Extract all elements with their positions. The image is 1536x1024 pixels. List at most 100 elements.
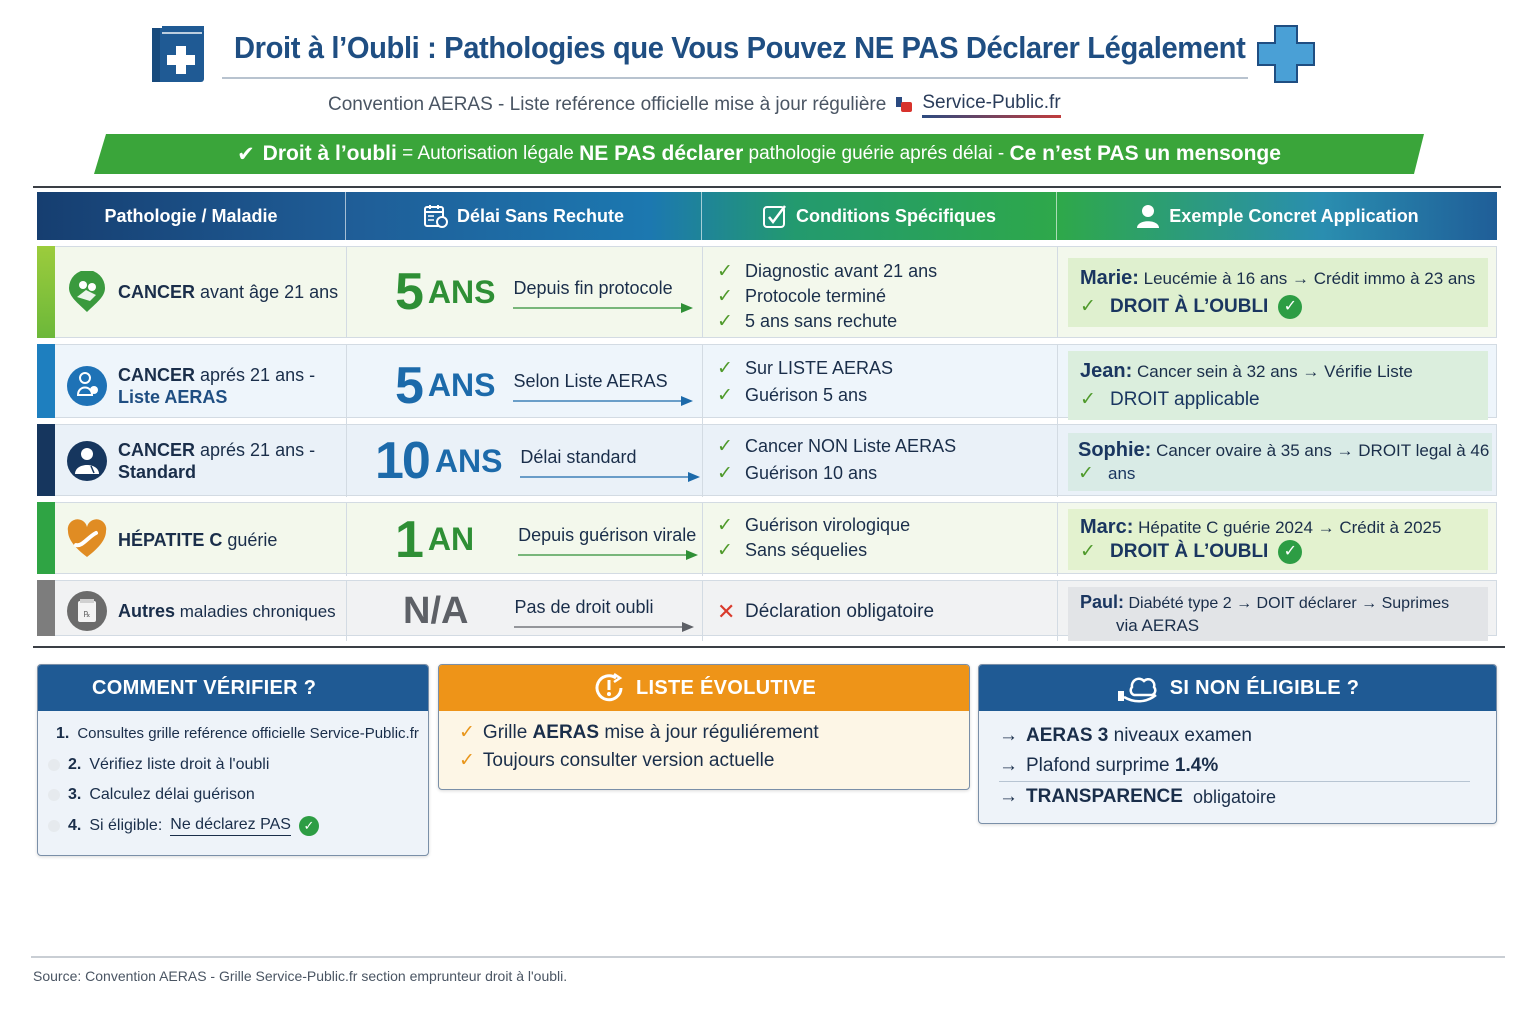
pathology-cell: CANCER aprés 21 ans - Liste AERAS bbox=[38, 345, 347, 426]
example-text: Hépatite C guérie 2024 → Crédit à 2025 bbox=[1133, 518, 1442, 537]
not-eligible-box: SI NON ÉLIGIBLE ? → AERAS 3 niveaux exame… bbox=[978, 664, 1497, 824]
page-header: Droit à l’Oubli : Pathologies que Vous P… bbox=[148, 22, 1328, 86]
row-accent bbox=[37, 424, 55, 496]
subtitle-text: Convention AERAS - Liste reférence offic… bbox=[328, 94, 887, 115]
example-text: Cancer ovaire à 35 ans → DROIT legal à 4… bbox=[1151, 441, 1490, 460]
cancer-child-icon bbox=[69, 271, 105, 312]
check-icon: ✓ bbox=[1078, 463, 1094, 484]
option-item: → Plafond surprime 1.4% bbox=[999, 751, 1470, 782]
evolving-item: ✓ Grille AERAS mise à jour réguliérement bbox=[459, 719, 949, 747]
delay-unit: ANS bbox=[427, 367, 496, 403]
conditions-cell: ✓ Sur LISTE AERAS ✓ Guérison 5 ans bbox=[703, 345, 1058, 426]
check-circle-icon: ✓ bbox=[1278, 540, 1303, 564]
condition-item: ✓ Guérison virologique bbox=[717, 515, 911, 536]
box-title: SI NON ÉLIGIBLE ? bbox=[1169, 676, 1360, 699]
cancer-list-icon bbox=[67, 365, 107, 406]
example-verdict: ✓ DROIT applicable bbox=[1080, 386, 1476, 414]
pathology-detail: avant âge 21 ans bbox=[195, 282, 339, 302]
example-box: Paul: Diabété type 2 → DOIT déclarer → S… bbox=[1068, 587, 1488, 641]
example-person: Sophie: bbox=[1078, 439, 1152, 461]
delay-note: Pas de droit oubli bbox=[514, 597, 695, 632]
footer-divider bbox=[31, 956, 1505, 958]
table-bottom-divider bbox=[33, 646, 1505, 648]
verify-step: 3. Calculez délai guérison bbox=[48, 780, 418, 811]
calendar-icon bbox=[423, 205, 448, 228]
condition-item: ✓ Sur LISTE AERAS bbox=[717, 355, 1057, 382]
alert-refresh-icon bbox=[595, 672, 623, 702]
delay-value: 1 bbox=[395, 510, 424, 569]
example-person: Jean: bbox=[1080, 360, 1133, 382]
check-icon: ✓ bbox=[1080, 541, 1096, 562]
arrow-right-icon: → bbox=[999, 755, 1018, 776]
cross-icon: ✕ bbox=[717, 598, 736, 624]
conditions-cell: ✓ Cancer NON Liste AERAS ✓ Guérison 10 ans bbox=[703, 425, 1058, 497]
arrow-right-icon: → bbox=[999, 786, 1018, 807]
delay-cell: 5 ANS Depuis fin protocole bbox=[347, 247, 703, 337]
page-title: Droit à l’Oubli : Pathologies que Vous P… bbox=[234, 30, 1246, 65]
check-circle-icon: ✓ bbox=[298, 815, 319, 836]
delay-value: 5 bbox=[395, 263, 424, 321]
pathology-detail: aprés 21 ans - bbox=[195, 440, 316, 460]
example-box: Jean: Cancer sein à 32 ans → Vérifie Lis… bbox=[1068, 351, 1488, 420]
example-verdict: ✓ ans bbox=[1078, 463, 1136, 484]
check-icon: ✓ bbox=[1080, 295, 1096, 317]
evolving-item: ✓ Toujours consulter version actuelle bbox=[459, 747, 949, 775]
row-accent bbox=[37, 502, 55, 574]
check-icon: ✓ bbox=[717, 540, 733, 561]
pathology-detail: maladies chroniques bbox=[175, 601, 336, 621]
person-icon bbox=[1137, 205, 1160, 228]
example-box: Marc: Hépatite C guérie 2024 → Crédit à … bbox=[1068, 509, 1488, 570]
do-not-declare-link[interactable]: Ne déclarez PAS bbox=[170, 815, 291, 837]
check-icon: ✓ bbox=[717, 436, 733, 457]
check-icon: ✓ bbox=[459, 750, 475, 771]
arrow-right-icon bbox=[518, 550, 699, 560]
check-icon: ✓ bbox=[717, 286, 733, 307]
delay-value: N/A bbox=[403, 590, 469, 632]
arrow-right-icon bbox=[513, 302, 694, 313]
delay-unit: AN bbox=[427, 521, 475, 557]
liver-heart-icon bbox=[67, 518, 107, 557]
condition-item: ✓ 5 ans sans rechute bbox=[717, 311, 898, 332]
pathology-name: CANCER bbox=[118, 364, 196, 385]
pathology-cell: ℞ Autres maladies chroniques bbox=[38, 581, 347, 641]
delay-value: 10 bbox=[375, 432, 431, 490]
delay-unit: ANS bbox=[427, 273, 496, 310]
arrow-right-icon bbox=[514, 621, 695, 632]
subtitle: Convention AERAS - Liste reférence offic… bbox=[328, 92, 1061, 118]
box-title: LISTE ÉVOLUTIVE bbox=[635, 676, 817, 699]
how-to-verify-box: COMMENT VÉRIFIER ? 1. Consultes grille re… bbox=[37, 664, 429, 856]
pathology-detail: guérie bbox=[222, 529, 278, 550]
verify-step: 1. Consultes grille reférence officielle … bbox=[56, 725, 419, 742]
service-public-logo-icon bbox=[894, 96, 914, 114]
table-row: HÉPATITE C guérie 1 AN Depuis guérison v… bbox=[37, 502, 1497, 576]
arrow-right-icon bbox=[513, 396, 694, 406]
pathology-name: CANCER bbox=[118, 282, 196, 302]
table-row: CANCER aprés 21 ans - Liste AERAS 5 ANS … bbox=[37, 344, 1497, 426]
title-divider bbox=[222, 77, 1248, 79]
example-verdict: ✓ DROIT À L’OUBLI ✓ bbox=[1080, 293, 1476, 321]
condition-item: ✓ Guérison 10 ans bbox=[717, 460, 1057, 487]
pathology-cell: HÉPATITE C guérie bbox=[38, 503, 347, 576]
conditions-cell: ✓ Guérison virologique ✓ Sans séquelies bbox=[703, 503, 1058, 576]
pathology-name: HÉPATITE C bbox=[118, 529, 223, 550]
delay-cell: 5 ANS Selon Liste AERAS bbox=[347, 345, 703, 426]
pathology-detail-line2: Liste AERAS bbox=[118, 386, 228, 407]
pathology-cell: CANCER avant âge 21 ans bbox=[38, 247, 347, 337]
example-cell: Sophie: Cancer ovaire à 35 ans → DROIT l… bbox=[1058, 425, 1498, 497]
column-header-delay: Délai Sans Rechute bbox=[346, 192, 702, 240]
column-header-pathology: Pathologie / Maladie bbox=[37, 192, 346, 240]
example-verdict: ✓ DROIT À L’OUBLI ✓ bbox=[1080, 540, 1476, 564]
check-circle-icon: ✓ bbox=[1278, 294, 1303, 319]
source-note: Source: Convention AERAS - Grille Servic… bbox=[33, 968, 568, 984]
check-icon: ✓ bbox=[717, 311, 733, 332]
table-header: Pathologie / Maladie Délai Sans Rechute … bbox=[37, 192, 1497, 240]
pathology-name: Autres bbox=[118, 600, 176, 621]
row-accent bbox=[37, 580, 55, 636]
delay-note: Depuis guérison virale bbox=[518, 525, 699, 560]
service-public-link[interactable]: Service-Public.fr bbox=[922, 92, 1061, 118]
verify-step: 2. Vérifiez liste droit à l'oubli bbox=[48, 750, 418, 781]
banner-emphasis: NE PAS déclarer bbox=[579, 142, 744, 165]
medical-cross-icon bbox=[1257, 25, 1315, 83]
example-box: Sophie: Cancer ovaire à 35 ans → DROIT l… bbox=[1068, 433, 1492, 491]
verify-step: 4. Si éligible: Ne déclarez PAS ✓ bbox=[48, 811, 418, 842]
